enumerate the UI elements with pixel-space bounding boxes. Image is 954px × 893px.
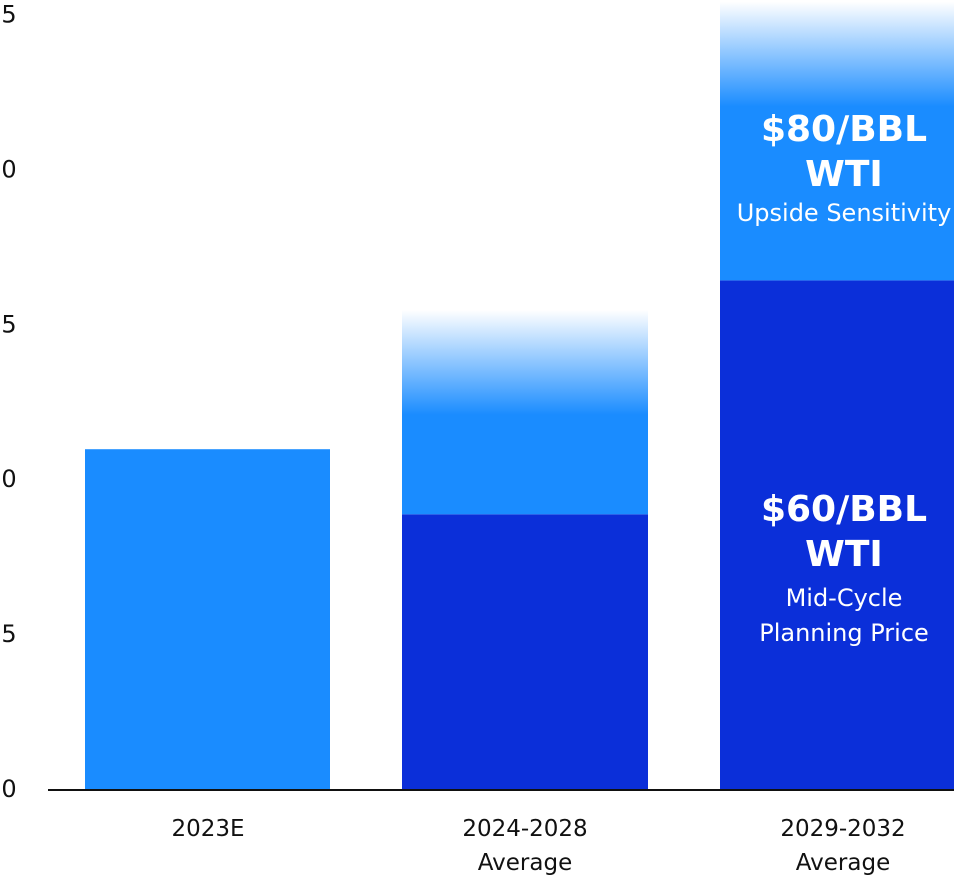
annotation: Upside Sensitivity — [736, 199, 952, 227]
bar-segment — [720, 1, 954, 281]
x-tick-label: 2023E — [171, 816, 245, 842]
y-tick-label: 5 — [1, 620, 16, 648]
bar-segment — [402, 514, 648, 790]
x-tick-label: 2024-2028 Average — [462, 816, 588, 876]
bar-segment — [720, 280, 954, 790]
annotation: WTI — [805, 154, 883, 195]
annotation: $60/BBL — [760, 489, 928, 530]
annotation: $80/BBL — [760, 109, 928, 150]
x-tick-label: 2029-2032 Average — [780, 816, 906, 876]
annotation: WTI — [805, 534, 883, 575]
y-tick-label: 0 — [1, 465, 16, 493]
annotation: Planning Price — [759, 619, 929, 647]
y-tick-label: 5 — [1, 310, 16, 338]
bar-segment — [402, 309, 648, 515]
y-tick-label: 5 — [1, 0, 16, 28]
y-tick-label: 0 — [1, 155, 16, 183]
annotation: Mid-Cycle — [785, 584, 903, 612]
y-tick-label: 0 — [1, 775, 16, 803]
bar-segment — [85, 449, 330, 790]
